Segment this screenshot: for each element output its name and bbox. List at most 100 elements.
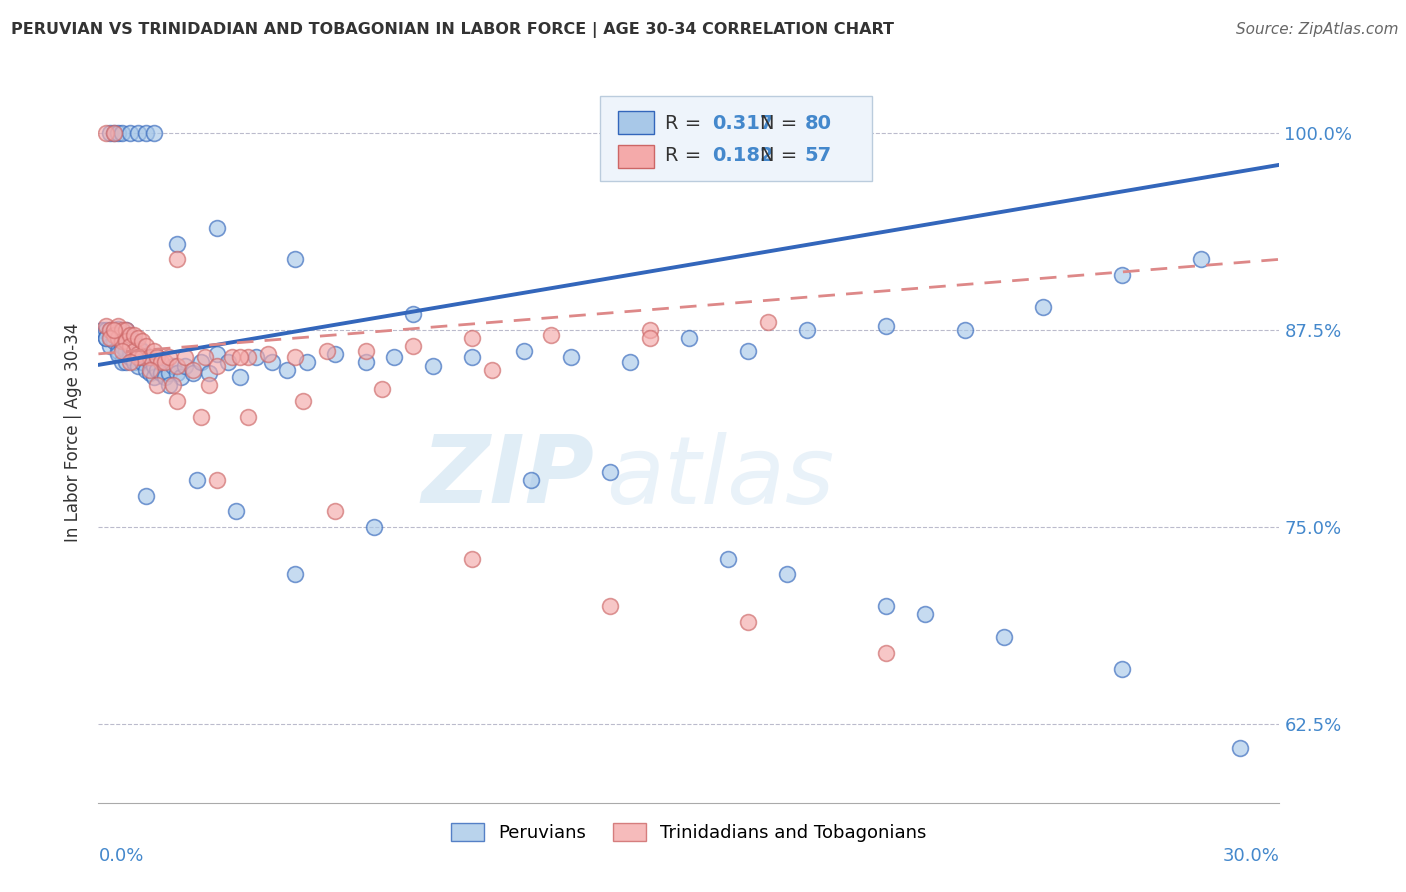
- Point: [186, 473, 208, 487]
- Point: [217, 355, 239, 369]
- Point: [181, 362, 204, 376]
- Point: [197, 366, 219, 380]
- Point: [122, 343, 145, 358]
- Text: N =: N =: [759, 114, 803, 133]
- Point: [229, 370, 252, 384]
- Point: [221, 350, 243, 364]
- Point: [315, 343, 337, 358]
- Point: [98, 339, 121, 353]
- Point: [875, 599, 897, 613]
- Point: [146, 350, 169, 364]
- Point: [142, 359, 165, 374]
- Text: 57: 57: [804, 146, 832, 165]
- Point: [96, 323, 118, 337]
- Point: [96, 331, 118, 345]
- Point: [131, 343, 153, 358]
- Point: [142, 370, 165, 384]
- Point: [284, 350, 307, 364]
- Point: [103, 126, 125, 140]
- Point: [284, 252, 307, 267]
- Point: [166, 359, 188, 374]
- Point: [107, 343, 129, 358]
- Point: [166, 252, 188, 267]
- Point: [225, 504, 247, 518]
- Point: [717, 551, 740, 566]
- Point: [993, 631, 1015, 645]
- Point: [194, 350, 217, 364]
- Point: [142, 126, 165, 140]
- Point: [1111, 662, 1133, 676]
- Y-axis label: In Labor Force | Age 30-34: In Labor Force | Age 30-34: [65, 323, 83, 542]
- Point: [115, 323, 138, 337]
- Point: [402, 308, 425, 322]
- Point: [115, 334, 138, 349]
- Point: [127, 350, 149, 364]
- Point: [103, 328, 125, 343]
- Point: [103, 334, 125, 349]
- Point: [520, 473, 543, 487]
- Point: [146, 378, 169, 392]
- Point: [146, 350, 169, 364]
- Point: [461, 551, 484, 566]
- Point: [118, 328, 141, 343]
- Text: Source: ZipAtlas.com: Source: ZipAtlas.com: [1236, 22, 1399, 37]
- Text: 0.317: 0.317: [713, 114, 773, 133]
- Text: 0.182: 0.182: [713, 146, 775, 165]
- Point: [103, 323, 125, 337]
- Point: [98, 323, 121, 337]
- Point: [122, 334, 145, 349]
- Text: 30.0%: 30.0%: [1223, 847, 1279, 865]
- Point: [638, 323, 661, 337]
- Point: [135, 489, 157, 503]
- Point: [295, 355, 318, 369]
- Point: [122, 355, 145, 369]
- Point: [115, 355, 138, 369]
- Point: [402, 339, 425, 353]
- Point: [122, 328, 145, 343]
- Point: [127, 350, 149, 364]
- Point: [111, 334, 134, 349]
- Text: atlas: atlas: [606, 432, 835, 523]
- Point: [1111, 268, 1133, 282]
- Point: [205, 473, 228, 487]
- Point: [111, 126, 134, 140]
- Point: [111, 343, 134, 358]
- Point: [481, 362, 503, 376]
- Point: [138, 355, 160, 369]
- Point: [737, 615, 759, 629]
- Point: [953, 323, 976, 337]
- Point: [96, 318, 118, 333]
- Point: [371, 382, 394, 396]
- FancyBboxPatch shape: [619, 111, 654, 135]
- Point: [98, 323, 121, 337]
- Point: [174, 359, 197, 374]
- Point: [776, 567, 799, 582]
- Point: [118, 339, 141, 353]
- Point: [461, 350, 484, 364]
- Point: [875, 318, 897, 333]
- Point: [678, 331, 700, 345]
- Point: [96, 331, 118, 345]
- Point: [135, 362, 157, 376]
- Point: [276, 362, 298, 376]
- Point: [796, 323, 818, 337]
- Point: [236, 350, 259, 364]
- Point: [146, 362, 169, 376]
- Point: [162, 359, 184, 374]
- Point: [96, 126, 118, 140]
- FancyBboxPatch shape: [619, 145, 654, 169]
- Point: [98, 126, 121, 140]
- Point: [138, 362, 160, 376]
- Point: [91, 323, 114, 337]
- Point: [127, 347, 149, 361]
- Point: [107, 331, 129, 345]
- Point: [170, 370, 193, 384]
- Text: R =: R =: [665, 146, 707, 165]
- Point: [111, 355, 134, 369]
- Point: [115, 323, 138, 337]
- Point: [107, 126, 129, 140]
- Point: [131, 334, 153, 349]
- Point: [127, 359, 149, 374]
- Point: [142, 343, 165, 358]
- Point: [162, 378, 184, 392]
